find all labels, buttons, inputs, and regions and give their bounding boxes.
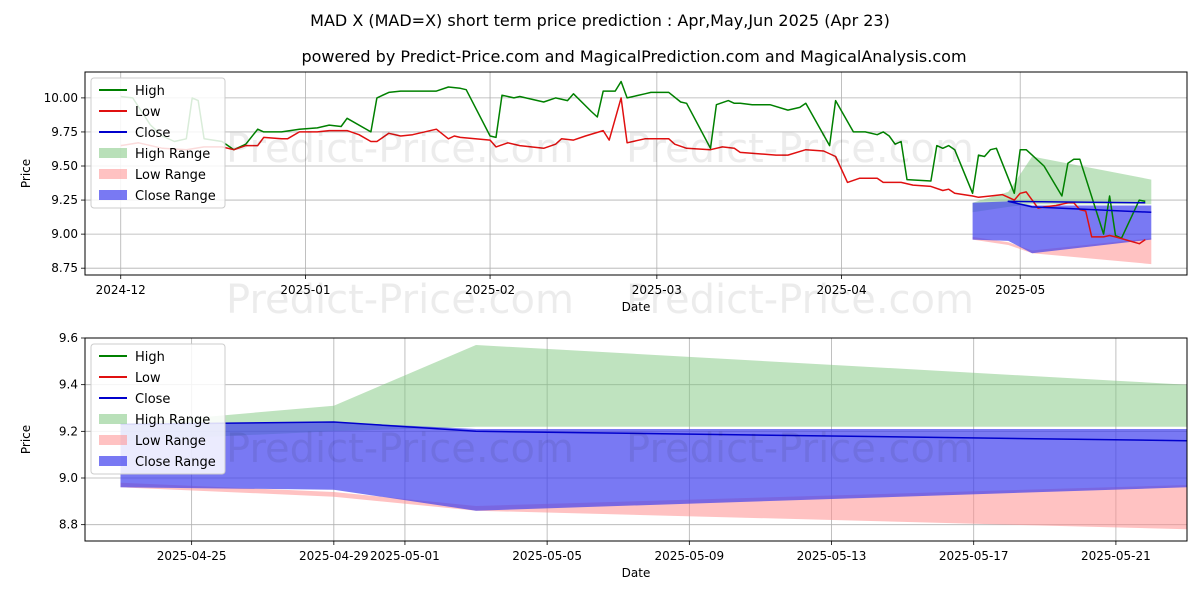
top-y-tick-label: 9.50 <box>51 159 78 173</box>
bottom-high-range-band <box>120 345 1187 441</box>
top-x-tick-label: 2025-01 <box>280 283 330 297</box>
top-legend-label-low-range: Low Range <box>135 168 206 183</box>
chart-title: MAD X (MAD=X) short term price predictio… <box>310 11 890 30</box>
top-x-tick-label: 2025-05 <box>995 283 1045 297</box>
top-y-tick-label: 9.25 <box>51 193 78 207</box>
top-x-tick-label: 2025-04 <box>816 283 866 297</box>
watermark-top-right: Predict-Price.com <box>626 277 974 323</box>
top-x-axis-label: Date <box>622 300 651 314</box>
top-close-line <box>1007 200 1152 214</box>
bottom-x-tick-label: 2025-05-01 <box>370 549 440 563</box>
bottom-legend-label-close: Close <box>135 392 170 407</box>
bottom-legend-swatch-high-range <box>99 414 127 424</box>
top-y-axis-label: Price <box>19 159 33 188</box>
bottom-panel: 2025-04-25 2025-04-29 2025-05-01 2025-05-05… <box>19 331 1188 580</box>
top-x-tick-label: 2024-12 <box>96 283 146 297</box>
bottom-x-tick-label: 2025-05-21 <box>1081 549 1151 563</box>
bottom-legend-label-low-range: Low Range <box>135 434 206 449</box>
bottom-legend-swatch-low-range <box>99 435 127 445</box>
bottom-legend-label-high-range: High Range <box>135 413 210 428</box>
bottom-x-tick-label: 2025-05-13 <box>797 549 867 563</box>
top-x-tick-label: 2025-02 <box>465 283 515 297</box>
bottom-legend-label-low: Low <box>135 371 161 386</box>
top-legend-label-close: Close <box>135 126 170 141</box>
bottom-y-axis-label: Price <box>19 425 33 454</box>
top-x-tick-label: 2025-03 <box>632 283 682 297</box>
chart-subtitle: powered by Predict-Price.com and Magical… <box>301 47 966 66</box>
bottom-close-line <box>120 421 1188 442</box>
top-y-tick-label: 9.75 <box>51 125 78 139</box>
watermark-bottom-left: Predict-Price.com <box>226 426 574 472</box>
top-legend-swatch-high-range <box>99 148 127 158</box>
top-y-tick-label: 9.00 <box>51 227 78 241</box>
top-panel: 2024-12 2025-01 2025-02 2025-03 2025-04 2025-… <box>19 71 1188 314</box>
bottom-x-axis-label: Date <box>622 566 651 580</box>
watermark-top-mid-left: Predict-Price.com <box>226 126 574 172</box>
bottom-x-tick-label: 2025-05-09 <box>654 549 724 563</box>
top-legend-label-close-range: Close Range <box>135 189 216 204</box>
bottom-y-tick-label: 9.4 <box>59 378 78 392</box>
bottom-plot-frame <box>84 337 1188 542</box>
top-low-line <box>120 97 1146 245</box>
top-y-tick-label: 10.00 <box>44 91 78 105</box>
bottom-close-range-band <box>120 422 1187 511</box>
bottom-legend-label-close-range: Close Range <box>135 455 216 470</box>
top-legend-swatch-low-range <box>99 169 127 179</box>
watermark-top-left: Predict-Price.com <box>226 277 574 323</box>
bottom-y-tick-label: 8.8 <box>59 518 78 532</box>
top-high-range-band <box>972 156 1152 213</box>
bottom-x-tick-label: 2025-05-05 <box>512 549 582 563</box>
watermark-bottom-right: Predict-Price.com <box>626 426 974 472</box>
bottom-x-tick-label: 2025-04-29 <box>299 549 369 563</box>
top-legend-label-high: High <box>135 84 165 99</box>
bottom-legend-label-high: High <box>135 350 165 365</box>
top-legend-label-low: Low <box>135 105 161 120</box>
bottom-legend-swatch-close-range <box>99 456 127 466</box>
bottom-y-tick-label: 9.6 <box>59 331 78 345</box>
bottom-x-tick-label: 2025-04-25 <box>157 549 227 563</box>
bottom-x-tick-label: 2025-05-17 <box>939 549 1009 563</box>
bottom-y-tick-label: 9.2 <box>59 424 78 438</box>
bottom-y-tick-label: 9.0 <box>59 471 78 485</box>
top-legend-label-high-range: High Range <box>135 147 210 162</box>
top-legend-swatch-close-range <box>99 190 127 200</box>
top-plot-frame <box>84 71 1188 276</box>
top-high-line <box>120 80 1146 239</box>
watermark-top-mid-right: Predict-Price.com <box>626 126 974 172</box>
top-y-tick-label: 8.75 <box>51 261 78 275</box>
